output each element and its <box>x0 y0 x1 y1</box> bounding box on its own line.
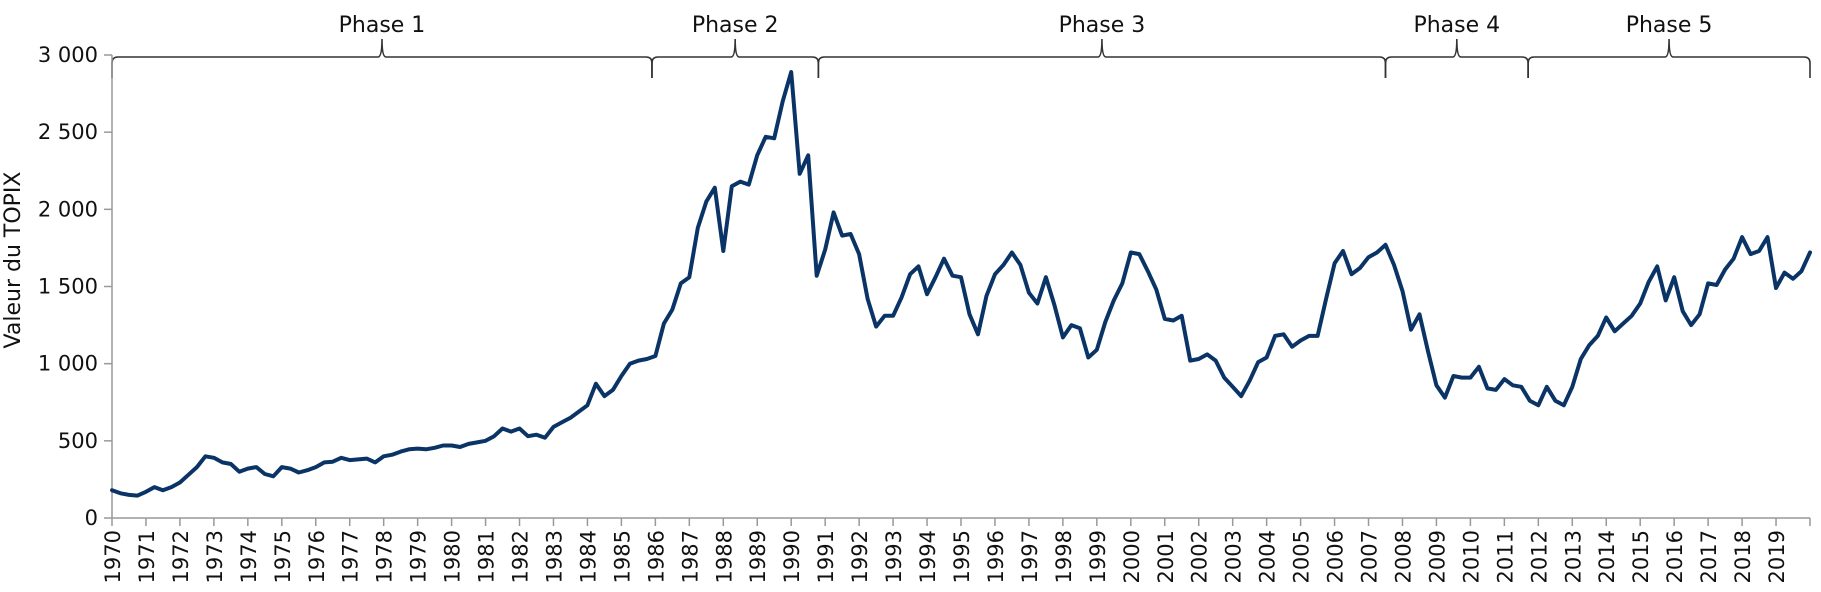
x-tick-label: 1990 <box>780 530 804 583</box>
x-tick-label: 1979 <box>407 530 431 583</box>
x-tick-label: 1988 <box>712 530 736 583</box>
y-axis-label: Valeur du TOPIX <box>1 172 26 349</box>
x-tick-label: 1991 <box>814 530 838 583</box>
y-axis: 0 500 1 000 1 500 2 000 2 500 3 000 <box>38 43 113 530</box>
y-tick-label: 2 500 <box>38 120 98 144</box>
phase-bracket <box>111 38 653 78</box>
x-tick-label: 1987 <box>678 530 702 583</box>
topix-series-line <box>110 70 1812 498</box>
phase-bracket <box>1384 38 1529 78</box>
x-tick-label: 1977 <box>339 530 363 583</box>
phase-label: Phase 4 <box>1413 13 1500 38</box>
x-tick-label: 2016 <box>1663 530 1687 583</box>
phase-brackets: Phase 1 Phase 2 Phase 3 Phase 4 Phase 5 <box>111 13 1811 78</box>
x-tick-label: 2000 <box>1120 530 1144 583</box>
x-tick-label: 1998 <box>1052 530 1076 583</box>
x-tick-label: 2017 <box>1697 530 1721 583</box>
x-tick-label: 2012 <box>1527 530 1551 583</box>
phase-label: Phase 5 <box>1626 13 1713 38</box>
phase-bracket <box>817 38 1387 78</box>
x-tick-label: 1986 <box>644 530 668 583</box>
x-tick-label: 1984 <box>576 530 600 583</box>
x-tick-label: 1971 <box>135 530 159 583</box>
x-tick-label: 2008 <box>1391 530 1415 583</box>
y-tick-label: 2 000 <box>38 197 98 221</box>
x-tick-label: 2002 <box>1188 530 1212 583</box>
x-tick-label: 2007 <box>1358 530 1382 583</box>
x-tick-label: 2009 <box>1425 530 1449 583</box>
x-tick-label: 1980 <box>441 530 465 583</box>
x-axis: 1970 1971 1972 1973 1974 1975 1976 1977 1978 1979… <box>101 517 1811 583</box>
x-tick-label: 1985 <box>610 530 634 583</box>
x-tick-label: 1996 <box>984 530 1008 583</box>
x-tick-label: 1992 <box>848 530 872 583</box>
x-tick-label: 1972 <box>169 530 193 583</box>
y-tick-label: 1 000 <box>38 352 98 376</box>
x-tick-label: 2003 <box>1222 530 1246 583</box>
x-tick-label: 2005 <box>1290 530 1314 583</box>
x-tick-label: 1978 <box>373 530 397 583</box>
x-tick-label: 1994 <box>916 530 940 583</box>
y-tick-label: 0 <box>85 506 98 530</box>
x-tick-label: 1983 <box>542 530 566 583</box>
y-tick-label: 3 000 <box>38 43 98 67</box>
y-tick-label: 500 <box>58 429 98 453</box>
y-tick-label: 1 500 <box>38 275 98 299</box>
x-tick-label: 2015 <box>1629 530 1653 583</box>
x-tick-label: 1999 <box>1086 530 1110 583</box>
x-tick-label: 2001 <box>1154 530 1178 583</box>
x-tick-label: 2013 <box>1561 530 1585 583</box>
phase-label: Phase 2 <box>692 13 779 38</box>
phase-label: Phase 1 <box>339 13 426 38</box>
phase-bracket <box>1527 38 1811 78</box>
x-tick-label: 1975 <box>271 530 295 583</box>
x-tick-label: 1973 <box>203 530 227 583</box>
x-tick-label: 2014 <box>1595 530 1619 583</box>
phase-bracket <box>651 38 820 78</box>
x-tick-label: 2011 <box>1493 530 1517 583</box>
x-tick-label: 1970 <box>101 530 125 583</box>
x-tick-label: 1997 <box>1018 530 1042 583</box>
x-tick-label: 1989 <box>746 530 770 583</box>
x-tick-label: 2019 <box>1765 530 1789 583</box>
phase-label: Phase 3 <box>1059 13 1146 38</box>
x-tick-label: 2018 <box>1731 530 1755 583</box>
x-tick-label: 2004 <box>1256 530 1280 583</box>
x-tick-label: 1974 <box>237 530 261 583</box>
x-tick-label: 2006 <box>1324 530 1348 583</box>
x-tick-label: 2010 <box>1459 530 1483 583</box>
x-tick-label: 1976 <box>305 530 329 583</box>
x-tick-label: 1982 <box>509 530 533 583</box>
x-tick-label: 1981 <box>475 530 499 583</box>
x-tick-label: 1995 <box>950 530 974 583</box>
x-tick-label: 1993 <box>882 530 906 583</box>
